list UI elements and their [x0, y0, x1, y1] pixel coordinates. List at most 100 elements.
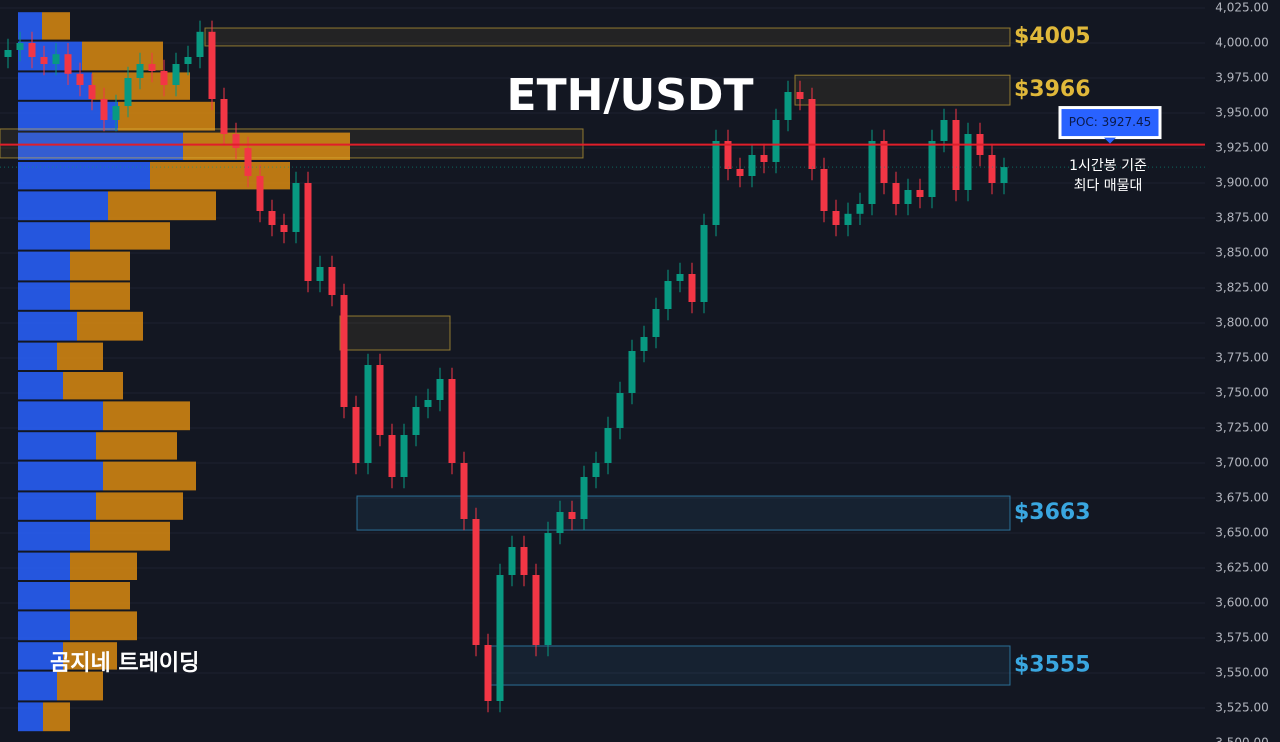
y-tick-label: 3,825.00	[1215, 281, 1268, 295]
candle-body	[868, 141, 876, 204]
candle-body	[424, 400, 432, 407]
candle-body	[652, 309, 660, 337]
candle-body	[172, 64, 180, 85]
volume-buy	[18, 492, 96, 520]
volume-sell	[103, 401, 190, 431]
candle-body	[688, 274, 696, 302]
candle-body	[232, 134, 240, 148]
volume-buy	[18, 702, 43, 732]
candle-body	[220, 99, 228, 134]
candle-body	[700, 225, 708, 302]
y-tick-label: 3,600.00	[1215, 596, 1268, 610]
candle-body	[928, 141, 936, 197]
candle-body	[592, 463, 600, 477]
volume-sell	[70, 282, 130, 310]
candle-body	[100, 99, 108, 120]
volume-sell	[118, 101, 215, 131]
y-tick-label: 3,725.00	[1215, 421, 1268, 435]
volume-sell	[70, 582, 130, 610]
volume-sell	[183, 132, 350, 160]
candle-body	[412, 407, 420, 435]
candle-body	[208, 31, 216, 99]
candle-body	[844, 213, 852, 225]
volume-sell	[42, 12, 70, 40]
candle-body	[616, 393, 624, 428]
y-tick-label: 3,525.00	[1215, 701, 1268, 715]
candle-body	[520, 547, 528, 575]
candle-body	[904, 190, 912, 204]
candle-body	[604, 428, 612, 463]
candle-body	[76, 73, 84, 85]
volume-buy	[18, 222, 90, 250]
candle-body	[88, 85, 96, 99]
zone	[204, 27, 1011, 47]
candle-body	[712, 141, 720, 225]
candle-body	[724, 141, 732, 169]
y-tick-label: 3,775.00	[1215, 351, 1268, 365]
volume-sell	[70, 611, 137, 641]
volume-sell	[108, 191, 216, 221]
volume-buy	[18, 12, 42, 40]
volume-sell	[57, 671, 103, 701]
candle-body	[388, 435, 396, 477]
volume-sell	[43, 702, 70, 732]
volume-buy	[18, 521, 90, 551]
candle-body	[40, 57, 48, 64]
candle-body	[472, 519, 480, 645]
poc-box	[1058, 106, 1162, 140]
volume-buy	[18, 372, 63, 400]
y-tick-label: 3,900.00	[1215, 176, 1268, 190]
candle-body	[400, 435, 408, 477]
volume-sell	[77, 311, 143, 341]
volume-sell	[90, 521, 170, 551]
candle-body	[556, 512, 564, 533]
volume-buy	[18, 282, 70, 310]
volume-buy	[18, 162, 150, 190]
candle-body	[448, 379, 456, 463]
candle-body	[820, 169, 828, 211]
candle-body	[940, 120, 948, 141]
volume-sell	[150, 162, 290, 190]
zone-label: $3966	[1014, 77, 1091, 102]
candle-body	[316, 267, 324, 281]
candle-body	[436, 379, 444, 400]
candle-body	[376, 365, 384, 435]
volume-buy	[18, 432, 96, 460]
y-tick-label: 3,675.00	[1215, 491, 1268, 505]
volume-buy	[18, 611, 70, 641]
volume-sell	[70, 251, 130, 281]
candle-body	[16, 43, 24, 50]
volume-buy	[18, 41, 82, 71]
volume-buy	[18, 582, 70, 610]
y-tick-label: 3,800.00	[1215, 316, 1268, 330]
zone	[489, 645, 1011, 686]
candle-body	[580, 477, 588, 519]
volume-buy	[18, 191, 108, 221]
volume-buy	[18, 342, 57, 370]
y-tick-label: 3,550.00	[1215, 666, 1268, 680]
y-tick-label: 3,650.00	[1215, 526, 1268, 540]
y-tick-label: 3,850.00	[1215, 246, 1268, 260]
candle-body	[664, 281, 672, 309]
zone-label: $3663	[1014, 500, 1091, 525]
candle-body	[124, 78, 132, 106]
zone	[339, 315, 451, 351]
zone	[794, 74, 1011, 106]
candle-body	[544, 533, 552, 645]
candle-body	[772, 120, 780, 162]
candle-body	[1000, 167, 1008, 183]
annotation: 최다 매물대	[1074, 178, 1143, 194]
candle-body	[280, 225, 288, 232]
volume-buy	[18, 461, 103, 491]
volume-sell	[96, 432, 177, 460]
candle-body	[64, 54, 72, 74]
y-tick-label: 3,700.00	[1215, 456, 1268, 470]
volume-buy	[18, 552, 70, 580]
candle-body	[328, 267, 336, 295]
candle-body	[28, 43, 36, 57]
watermark: 곰지네 트레이딩	[50, 651, 199, 676]
candle-body	[244, 148, 252, 176]
candle-body	[508, 547, 516, 575]
volume-sell	[70, 552, 137, 580]
